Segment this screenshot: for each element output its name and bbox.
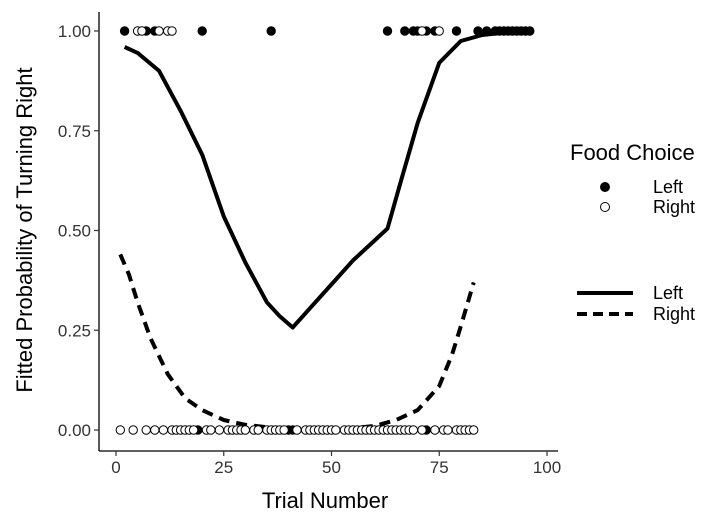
legend-label-left-line: Left [653,283,683,303]
legend-marker-right-point [600,202,610,212]
legend-label-right-point: Right [653,197,695,217]
data-point-right-choice [253,425,263,435]
legend-marker-left-point [600,182,610,192]
x-tick-label: 75 [430,458,449,477]
data-point-right-choice [128,425,138,435]
data-point-right-choice [417,425,427,435]
y-ticks: 0.00 0.25 0.50 0.75 1.00 [58,22,99,440]
y-tick-label: 0.25 [58,321,91,340]
data-point-right-choice [434,26,444,36]
data-point-left-choice [197,26,207,36]
fitted-lines [118,29,530,431]
data-points [115,26,535,435]
data-point-left-choice [473,26,483,36]
data-point-right-choice [279,425,289,435]
data-point-right-choice [214,425,225,435]
legend-title: Food Choice [570,140,695,165]
y-tick-label: 1.00 [58,22,91,41]
legend: Food Choice Left Right Left Right [570,140,695,324]
data-point-left-choice [119,26,130,36]
data-point-left-choice [525,26,535,36]
data-point-right-choice [167,26,177,36]
y-tick-label: 0.50 [58,222,91,241]
series-line-right [118,253,476,431]
legend-label-right-line: Right [653,304,695,324]
x-ticks: 0 25 50 75 100 [111,451,561,477]
data-point-right-choice [469,425,479,435]
data-point-right-choice [137,26,147,36]
plot-area: 0.00 0.25 0.50 0.75 1.00 0 25 50 75 100 [58,12,561,477]
data-point-right-choice [115,425,126,435]
data-point-right-choice [331,425,341,435]
data-point-right-choice [417,26,427,36]
x-tick-label: 25 [214,458,233,477]
y-tick-label: 0.00 [58,421,91,440]
data-point-left-choice [482,26,492,36]
data-point-right-choice [430,425,440,435]
data-point-right-choice [154,26,164,36]
x-tick-label: 100 [533,458,561,477]
x-tick-label: 0 [111,458,120,477]
data-point-right-choice [443,425,453,435]
data-point-right-choice [188,425,199,435]
data-point-right-choice [141,425,151,435]
x-tick-label: 50 [322,458,341,477]
x-axis-title: Trial Number [262,488,388,513]
data-point-left-choice [266,26,276,36]
y-tick-label: 0.75 [58,122,91,141]
data-point-left-choice [451,26,462,36]
data-point-left-choice [382,26,393,36]
data-point-right-choice [240,425,251,435]
data-point-right-choice [408,425,419,435]
data-point-right-choice [150,425,160,435]
series-line-left [123,29,530,330]
y-axis-title: Fitted Probability of Turning Right [12,67,37,392]
legend-label-left-point: Left [653,177,683,197]
data-point-right-choice [206,425,216,435]
data-point-left-choice [400,26,410,36]
data-point-right-choice [158,425,169,435]
data-point-right-choice [292,425,302,435]
